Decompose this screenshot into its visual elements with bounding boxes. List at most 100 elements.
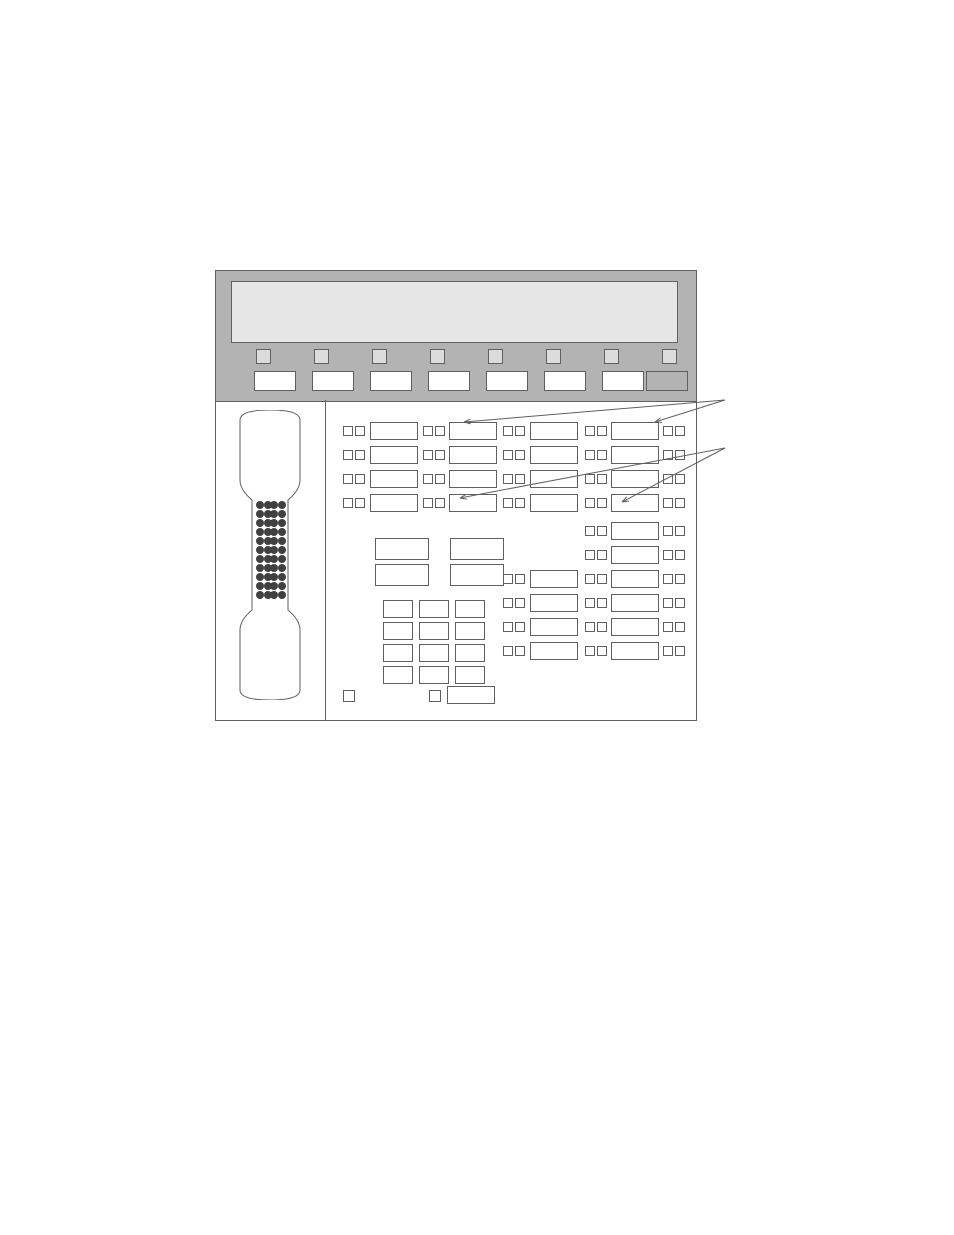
status-led — [585, 450, 595, 460]
status-led — [435, 450, 445, 460]
status-led — [585, 498, 595, 508]
status-led — [585, 474, 595, 484]
dialpad-key — [419, 600, 449, 618]
status-led — [663, 574, 673, 584]
status-led — [675, 450, 685, 460]
status-led — [675, 622, 685, 632]
line-button — [611, 422, 659, 440]
status-led — [515, 598, 525, 608]
line-button — [611, 618, 659, 636]
dialpad-key — [419, 666, 449, 684]
line-button — [370, 446, 418, 464]
status-led — [503, 574, 513, 584]
status-led — [423, 426, 433, 436]
status-led — [675, 426, 685, 436]
line-button — [611, 546, 659, 564]
status-led — [597, 550, 607, 560]
status-led — [343, 498, 353, 508]
status-led — [355, 474, 365, 484]
dialpad-key — [455, 600, 485, 618]
status-led — [597, 426, 607, 436]
status-led — [675, 474, 685, 484]
line-button — [530, 446, 578, 464]
status-led — [435, 498, 445, 508]
status-led — [503, 474, 513, 484]
status-led — [585, 622, 595, 632]
line-button — [611, 594, 659, 612]
line-button — [530, 594, 578, 612]
status-led — [663, 646, 673, 656]
line-button — [370, 494, 418, 512]
status-led — [515, 426, 525, 436]
status-led — [343, 474, 353, 484]
dialpad-key — [383, 666, 413, 684]
status-led — [585, 550, 595, 560]
line-button — [530, 494, 578, 512]
line-button — [449, 494, 497, 512]
dialpad-key — [383, 622, 413, 640]
status-led — [597, 646, 607, 656]
status-led — [663, 526, 673, 536]
status-led — [515, 450, 525, 460]
buttons-layer — [215, 270, 695, 720]
feature-button — [375, 538, 429, 560]
status-led — [663, 474, 673, 484]
status-led — [597, 598, 607, 608]
status-led — [597, 474, 607, 484]
status-led — [663, 498, 673, 508]
status-led — [597, 498, 607, 508]
dialpad-key — [383, 600, 413, 618]
status-led — [597, 622, 607, 632]
line-button — [611, 642, 659, 660]
status-led — [503, 598, 513, 608]
dialpad-key — [455, 644, 485, 662]
message-led — [343, 690, 355, 702]
status-led — [429, 690, 441, 702]
status-led — [663, 622, 673, 632]
line-button — [449, 422, 497, 440]
line-button — [611, 522, 659, 540]
status-led — [663, 598, 673, 608]
status-led — [503, 622, 513, 632]
feature-button — [375, 564, 429, 586]
status-led — [663, 450, 673, 460]
status-led — [585, 598, 595, 608]
feature-button — [450, 564, 504, 586]
line-button — [449, 470, 497, 488]
dialpad-key — [455, 622, 485, 640]
line-button — [530, 570, 578, 588]
dialpad-key — [419, 644, 449, 662]
status-led — [503, 426, 513, 436]
status-led — [515, 646, 525, 656]
line-button — [611, 570, 659, 588]
status-led — [663, 550, 673, 560]
status-led — [355, 498, 365, 508]
status-led — [675, 574, 685, 584]
dialpad-key — [383, 644, 413, 662]
dialpad-key — [419, 622, 449, 640]
status-led — [663, 426, 673, 436]
status-led — [675, 526, 685, 536]
status-led — [343, 450, 353, 460]
status-led — [423, 498, 433, 508]
status-led — [585, 646, 595, 656]
status-led — [423, 474, 433, 484]
status-led — [675, 598, 685, 608]
line-button — [370, 470, 418, 488]
status-led — [675, 498, 685, 508]
status-led — [585, 574, 595, 584]
status-led — [503, 498, 513, 508]
line-button — [530, 618, 578, 636]
status-led — [435, 474, 445, 484]
speaker-button — [447, 686, 495, 704]
line-button — [530, 470, 578, 488]
status-led — [515, 622, 525, 632]
status-led — [435, 426, 445, 436]
status-led — [423, 450, 433, 460]
dialpad-key — [455, 666, 485, 684]
feature-button — [450, 538, 504, 560]
status-led — [515, 498, 525, 508]
line-button — [611, 494, 659, 512]
status-led — [597, 574, 607, 584]
status-led — [355, 450, 365, 460]
